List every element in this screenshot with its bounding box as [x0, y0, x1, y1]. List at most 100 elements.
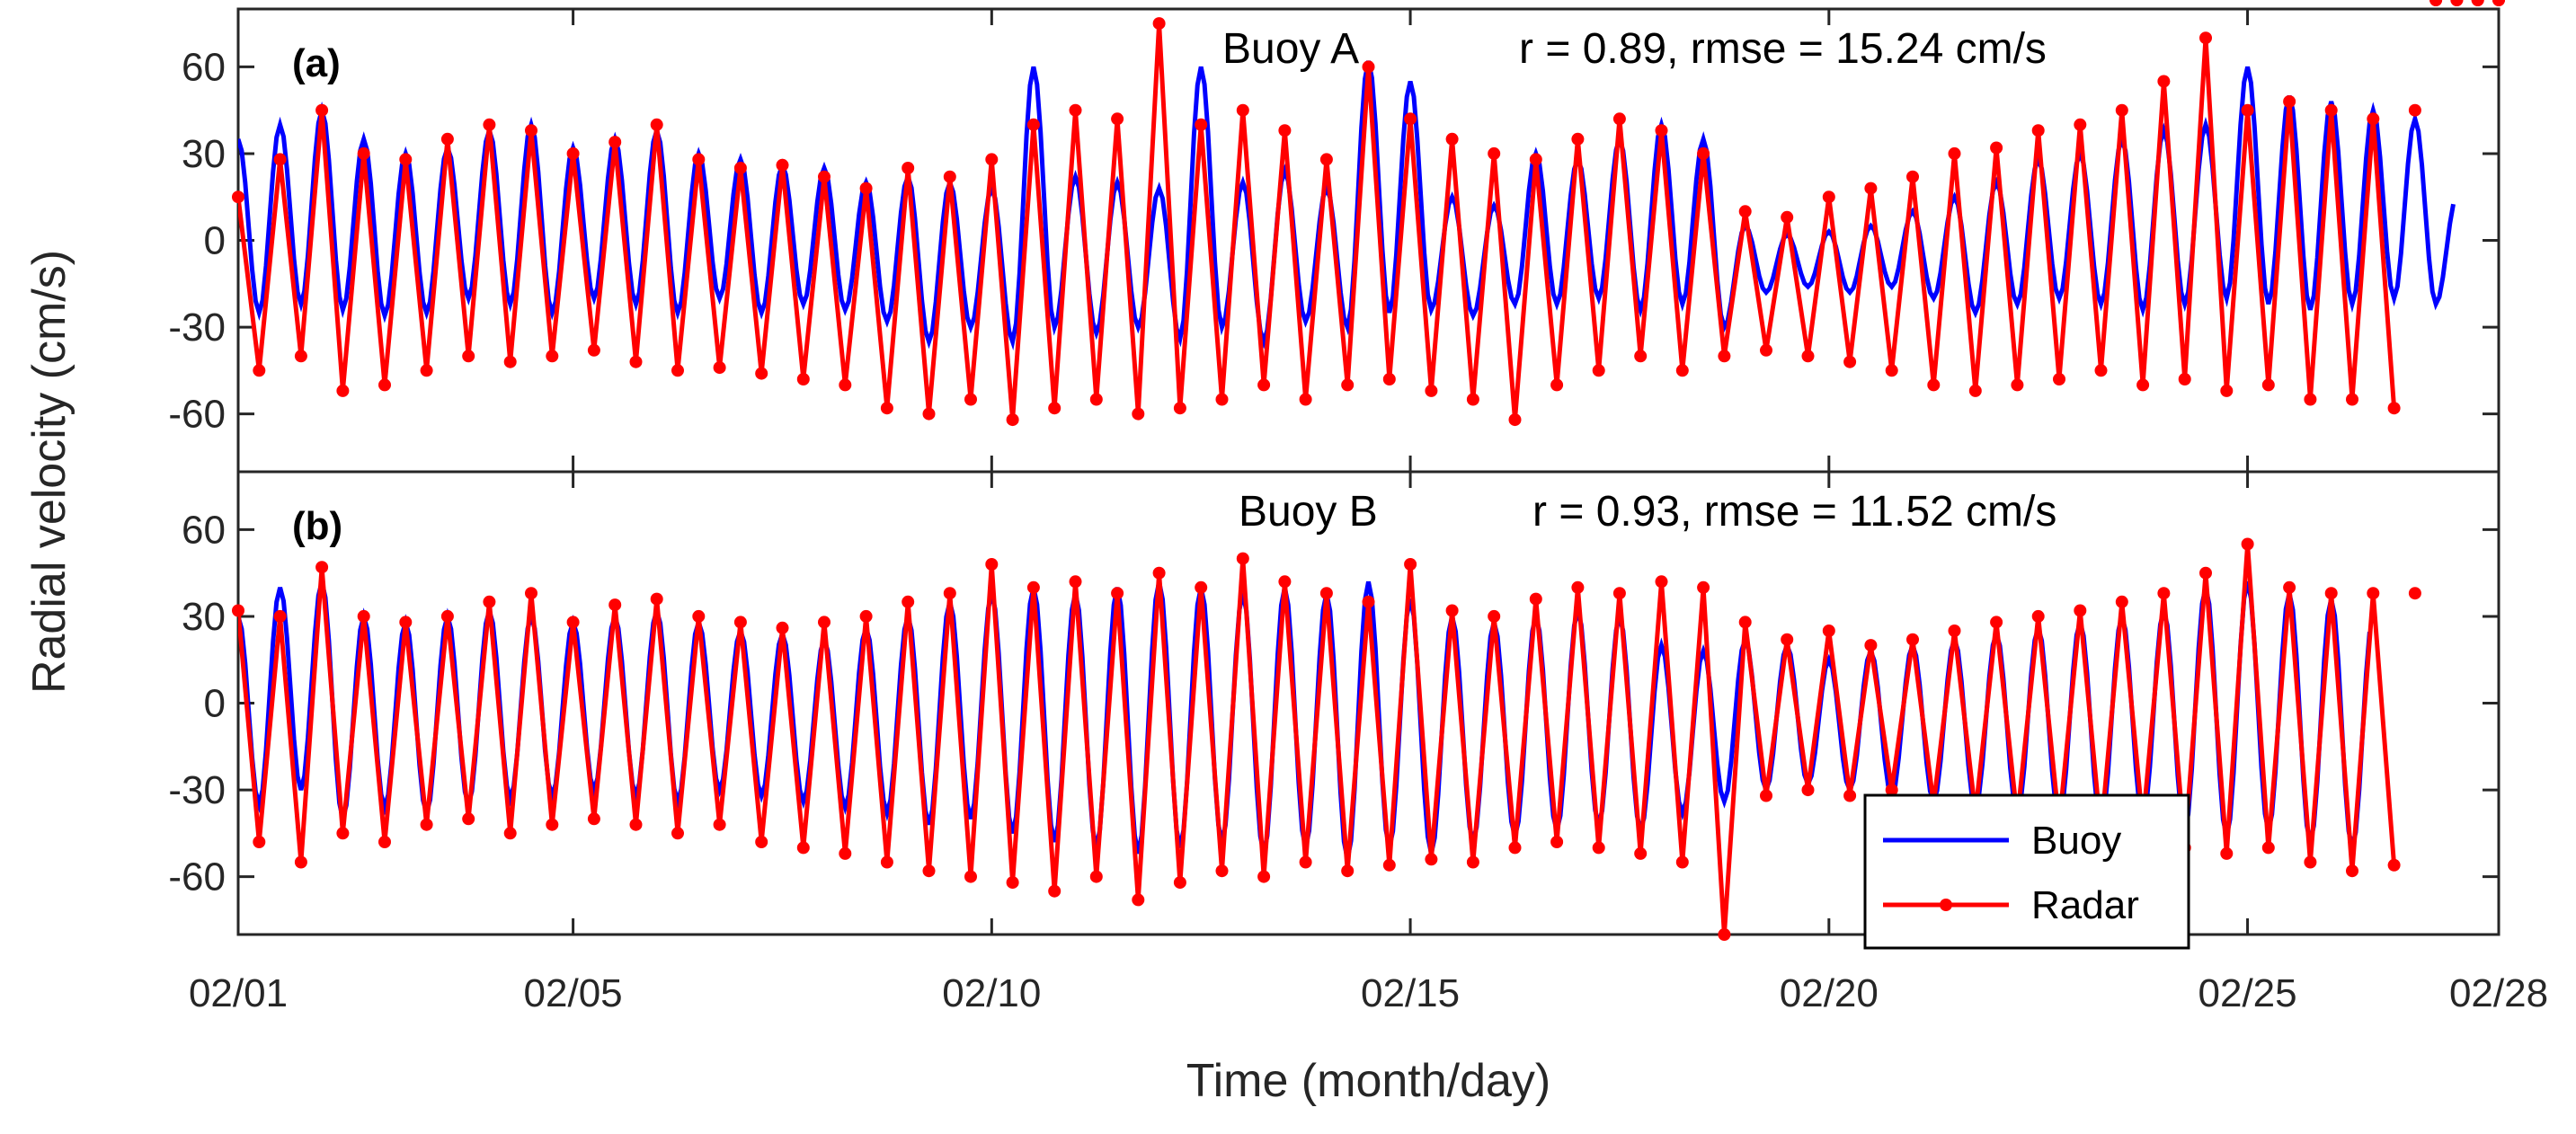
radar-point [1466, 855, 1479, 869]
radar-point [1111, 587, 1124, 600]
panel-a-tag: (a) [292, 41, 341, 85]
y-axis-title: Radial velocity (cm/s) [23, 250, 76, 694]
x-tick-label: 02/01 [189, 971, 288, 1015]
panel-a-title: Buoy A [1222, 25, 1359, 73]
radar-point [2492, 0, 2505, 6]
radar-point [1906, 170, 1919, 183]
radar-point [1319, 587, 1333, 600]
radar-point [1362, 595, 1375, 608]
y-tick-label: -30 [168, 306, 226, 350]
radar-point [1906, 633, 1919, 646]
radar-point [2283, 95, 2296, 108]
radar-point [2324, 103, 2338, 117]
radar-point [2283, 580, 2296, 594]
radar-point [1026, 118, 1040, 131]
panel-a-ticks: 60 30 0 -30 -60 [168, 9, 2500, 472]
radar-point [964, 870, 977, 883]
radar-point [378, 378, 391, 392]
radar-point [273, 609, 287, 623]
radar-point [943, 587, 956, 600]
radar-point [420, 364, 433, 377]
radar-point [2115, 103, 2128, 117]
radar-point [1299, 855, 1312, 869]
radar-point [692, 609, 706, 623]
panel-a: 60 30 0 -30 -60 (a) Buoy A r = 0.89, rmse = … [168, 0, 2505, 474]
radar-point [818, 616, 831, 629]
x-tick-labels: 02/01 02/05 02/10 02/15 02/20 02/25 02/28 [189, 971, 2548, 1015]
x-tick-label: 02/28 [2449, 971, 2548, 1015]
radar-point [629, 355, 643, 368]
radar-point [2136, 378, 2150, 392]
legend-radar-marker [1940, 899, 1952, 911]
radar-point [357, 609, 370, 623]
y-tick-label: 30 [182, 132, 226, 176]
radar-point [440, 609, 454, 623]
radar-point [713, 361, 726, 375]
radar-point [2261, 841, 2275, 855]
radar-point [859, 609, 873, 623]
radar-point [503, 355, 517, 368]
radar-point [566, 146, 580, 160]
radar-point [1195, 118, 1208, 131]
radar-point [839, 378, 852, 392]
radar-point [1362, 60, 1375, 74]
radar-point [776, 158, 789, 172]
radar-point [1236, 103, 1249, 117]
radar-point [546, 350, 559, 363]
radar-point [796, 373, 810, 385]
radar-point [1612, 112, 1626, 126]
radar-point [1612, 587, 1626, 600]
radar-point [2304, 393, 2317, 406]
radar-point [1675, 364, 1689, 377]
x-tick-label: 02/05 [524, 971, 623, 1015]
radar-point [336, 827, 350, 840]
radar-point [2304, 855, 2317, 869]
radar-point [1048, 402, 1061, 415]
radar-point [1404, 558, 1417, 571]
x-axis-title: Time (month/day) [1186, 1055, 1551, 1107]
y-tick-label: -60 [168, 393, 226, 437]
radar-point [1006, 876, 1019, 890]
legend-radar-label: Radar [2031, 883, 2139, 927]
radar-point [880, 402, 893, 415]
radar-point [1341, 378, 1355, 392]
radar-point [1801, 784, 1815, 797]
panel-b-ticks: 60 30 0 -30 -60 [168, 472, 2500, 935]
radar-point [943, 170, 956, 183]
radar-point [1718, 350, 1731, 363]
radar-point [1843, 789, 1857, 802]
radar-point [1550, 378, 1564, 392]
radar-point [2031, 609, 2045, 623]
radar-point [755, 367, 768, 380]
radar-point [1508, 413, 1522, 427]
radar-point [1822, 625, 1835, 637]
legend-box [1863, 793, 2190, 950]
radar-point [1026, 580, 1040, 594]
radar-point [1738, 616, 1752, 629]
radar-point [880, 855, 893, 869]
radar-point [546, 818, 559, 831]
radar-point [294, 350, 307, 363]
radar-point [2199, 31, 2212, 45]
radar-point [1948, 625, 1961, 637]
radar-point [399, 616, 413, 629]
radar-point [1927, 378, 1941, 392]
radar-point [1822, 190, 1835, 204]
radar-point [1990, 616, 2003, 629]
radar-point [1529, 153, 1542, 166]
x-tick-label: 02/10 [942, 971, 1041, 1015]
radar-point [1697, 580, 1710, 594]
radar-point [1278, 575, 1292, 589]
radar-point [2346, 393, 2358, 406]
radar-point [1132, 407, 1145, 421]
radar-point [1425, 853, 1438, 866]
radar-point [1425, 384, 1438, 397]
legend: Buoy Radar [1863, 793, 2190, 950]
radar-point [1529, 592, 1542, 606]
radar-point [1781, 210, 1794, 224]
radar-point [1089, 870, 1103, 883]
radar-point [1948, 146, 1961, 160]
radar-point [440, 132, 454, 146]
radar-point [336, 384, 350, 397]
radar-point [608, 136, 622, 149]
